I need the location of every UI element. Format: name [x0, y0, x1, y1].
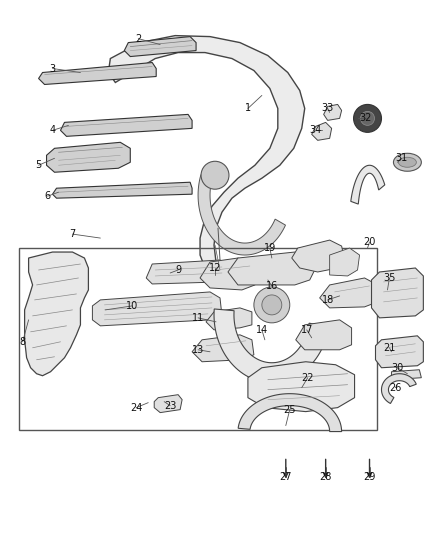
Text: 6: 6 [45, 191, 51, 201]
Text: 32: 32 [359, 114, 372, 123]
Polygon shape [154, 394, 182, 413]
Polygon shape [146, 260, 228, 284]
Text: 4: 4 [49, 125, 56, 135]
Polygon shape [124, 37, 196, 56]
Text: 2: 2 [135, 34, 141, 44]
Text: 35: 35 [383, 273, 396, 283]
Text: 30: 30 [391, 363, 403, 373]
Text: 25: 25 [283, 405, 296, 415]
Bar [19, 248, 378, 430]
Text: 34: 34 [310, 125, 322, 135]
Text: 5: 5 [35, 160, 42, 170]
Polygon shape [192, 335, 254, 362]
Text: 13: 13 [192, 345, 204, 355]
Polygon shape [296, 320, 352, 350]
Text: 3: 3 [49, 63, 56, 74]
Ellipse shape [393, 154, 421, 171]
Polygon shape [39, 62, 156, 84]
Polygon shape [381, 374, 416, 403]
Text: 29: 29 [364, 472, 376, 482]
Text: 16: 16 [266, 281, 278, 291]
Text: 21: 21 [383, 343, 396, 353]
Text: 14: 14 [256, 325, 268, 335]
Text: 17: 17 [300, 325, 313, 335]
Polygon shape [92, 292, 222, 326]
Circle shape [254, 287, 290, 323]
Polygon shape [375, 336, 424, 368]
Text: 9: 9 [175, 265, 181, 275]
Text: 7: 7 [69, 229, 76, 239]
Polygon shape [53, 182, 192, 198]
Circle shape [360, 111, 374, 125]
Text: 20: 20 [364, 237, 376, 247]
Polygon shape [200, 258, 258, 290]
Polygon shape [238, 394, 342, 432]
Polygon shape [312, 123, 332, 140]
Text: 8: 8 [20, 337, 26, 347]
Polygon shape [324, 104, 342, 120]
Polygon shape [351, 165, 385, 204]
Text: 19: 19 [264, 243, 276, 253]
Polygon shape [371, 268, 424, 318]
Circle shape [201, 161, 229, 189]
Text: 33: 33 [321, 103, 334, 114]
Text: 27: 27 [279, 472, 292, 482]
Polygon shape [60, 115, 192, 136]
Text: 22: 22 [301, 373, 314, 383]
Polygon shape [228, 252, 314, 285]
Text: 1: 1 [245, 103, 251, 114]
Polygon shape [248, 362, 355, 411]
Text: 11: 11 [192, 313, 204, 323]
Polygon shape [206, 308, 252, 330]
Text: 23: 23 [164, 401, 177, 410]
Polygon shape [46, 142, 130, 172]
Polygon shape [108, 36, 305, 278]
Text: 28: 28 [319, 472, 332, 482]
Polygon shape [25, 252, 88, 376]
Polygon shape [292, 240, 345, 272]
Text: 24: 24 [130, 402, 142, 413]
Polygon shape [330, 248, 360, 276]
Text: 12: 12 [209, 263, 221, 273]
Polygon shape [392, 370, 421, 379]
Polygon shape [320, 278, 378, 308]
Ellipse shape [399, 157, 417, 167]
Text: 31: 31 [395, 154, 407, 163]
Text: 18: 18 [321, 295, 334, 305]
Text: 26: 26 [389, 383, 402, 393]
Circle shape [353, 104, 381, 132]
Polygon shape [214, 309, 329, 383]
Polygon shape [198, 175, 286, 255]
Text: 10: 10 [126, 301, 138, 311]
Circle shape [262, 295, 282, 315]
